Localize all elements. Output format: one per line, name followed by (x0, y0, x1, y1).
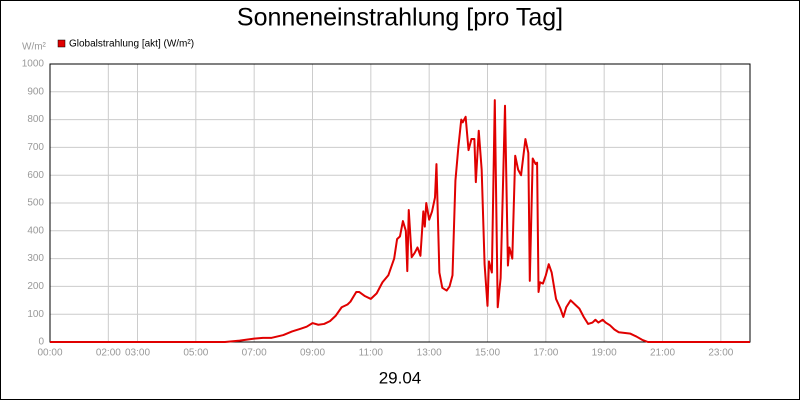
y-tick-label: 900 (27, 86, 44, 97)
y-tick-label: 600 (27, 170, 44, 181)
x-tick-label: 21:00 (650, 348, 675, 359)
legend-label: Globalstrahlung [akt] (W/m²) (69, 39, 194, 50)
legend-swatch (57, 39, 66, 48)
y-tick-label: 100 (27, 309, 44, 320)
y-tick-label: 700 (27, 142, 44, 153)
y-tick-label: 200 (27, 281, 44, 292)
y-tick-label: 800 (27, 114, 44, 125)
x-tick-label: 03:00 (125, 348, 150, 359)
x-label: 29.04 (379, 368, 422, 387)
chart-title: Sonneneinstrahlung [pro Tag] (237, 4, 563, 32)
line (50, 99, 750, 343)
y-tick-label: 300 (27, 253, 44, 264)
x-tick-label: 19:00 (592, 348, 617, 359)
plot-border (49, 63, 751, 343)
y-tick-label: 500 (27, 198, 44, 209)
y-tick-label: 400 (27, 225, 44, 236)
y-unit: W/m² (22, 42, 47, 53)
y-tick-label: 1000 (22, 59, 45, 70)
x-tick-label: 17:00 (533, 348, 558, 359)
y-tick-label: 0 (38, 337, 44, 348)
x-tick-label: 00:00 (37, 348, 62, 359)
x-tick-label: 05:00 (183, 348, 208, 359)
x-tick-label: 15:00 (475, 348, 500, 359)
x-tick-label: 07:00 (242, 348, 267, 359)
x-tick-label: 09:00 (300, 348, 325, 359)
x-tick-label: 23:00 (708, 348, 733, 359)
x-tick-label: 02:00 (96, 348, 121, 359)
x-tick-label: 11:00 (359, 348, 384, 359)
x-tick-label: 13:00 (417, 348, 442, 359)
